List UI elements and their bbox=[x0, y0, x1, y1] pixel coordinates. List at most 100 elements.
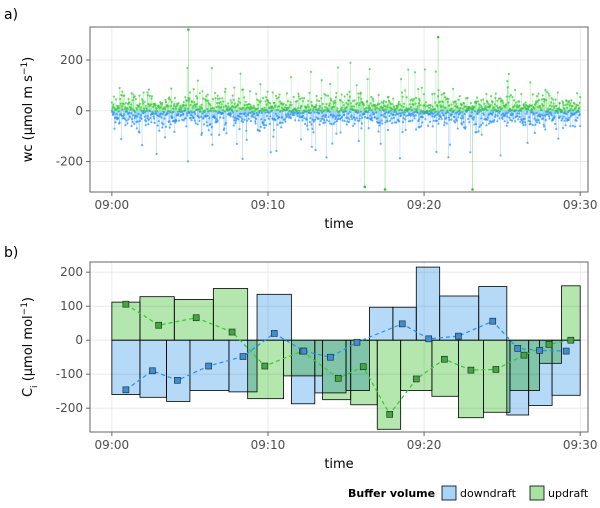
series-updraft-point bbox=[462, 102, 466, 105]
series-updraft-point bbox=[189, 110, 193, 113]
series-updraft-point bbox=[156, 110, 159, 113]
series-downdraft-point bbox=[454, 121, 457, 124]
series-updraft-point bbox=[279, 100, 282, 103]
series-downdraft-point bbox=[153, 121, 156, 125]
series-updraft-point bbox=[531, 109, 534, 112]
series-downdraft-point bbox=[508, 116, 511, 119]
updraft-bar bbox=[400, 339, 433, 391]
series-downdraft-point bbox=[358, 117, 361, 120]
series-downdraft-point bbox=[397, 120, 401, 123]
series-downdraft-point bbox=[239, 116, 242, 119]
series-updraft-point bbox=[401, 95, 404, 98]
series-downdraft-point bbox=[360, 127, 363, 130]
series-downdraft-point bbox=[334, 116, 337, 119]
series-updraft-point bbox=[549, 107, 552, 111]
series-updraft-point bbox=[554, 111, 557, 115]
series-updraft-point bbox=[193, 101, 196, 104]
series-downdraft-point bbox=[506, 115, 509, 118]
series-downdraft-point bbox=[547, 115, 551, 118]
series-downdraft-point bbox=[487, 122, 491, 125]
series-downdraft-point bbox=[445, 122, 448, 125]
series-updraft-point bbox=[141, 99, 144, 102]
series-downdraft-point bbox=[245, 129, 248, 132]
series-downdraft-point bbox=[254, 122, 257, 125]
series-updraft-point bbox=[330, 99, 333, 102]
series-updraft-point bbox=[451, 87, 455, 90]
series-updraft-point bbox=[507, 72, 510, 76]
series-downdraft-point bbox=[121, 108, 124, 111]
series-updraft-point bbox=[216, 94, 219, 97]
series-downdraft-point bbox=[138, 131, 141, 134]
series-downdraft-point bbox=[189, 117, 192, 120]
series-downdraft-point bbox=[565, 112, 568, 116]
series-downdraft-point bbox=[358, 119, 361, 122]
updraft-point bbox=[545, 340, 553, 348]
series-downdraft-point bbox=[389, 109, 392, 112]
series-updraft-point bbox=[230, 101, 233, 104]
series-updraft-point bbox=[514, 109, 517, 112]
series-downdraft-point bbox=[148, 109, 151, 113]
series-updraft-point bbox=[428, 109, 431, 112]
series-downdraft-point bbox=[186, 114, 189, 117]
series-updraft-point bbox=[157, 104, 160, 107]
series-updraft-point bbox=[238, 101, 242, 104]
panel-a-y-axis-title: wc (μmol m s−1) bbox=[20, 57, 36, 163]
downdraft-point bbox=[205, 362, 212, 370]
series-updraft-point bbox=[263, 108, 267, 111]
series-downdraft-point bbox=[318, 123, 321, 126]
series-downdraft-point bbox=[193, 111, 196, 114]
series-downdraft-point bbox=[529, 122, 532, 126]
series-downdraft-point bbox=[376, 117, 379, 120]
series-downdraft-point bbox=[184, 117, 187, 120]
series-downdraft-point bbox=[234, 119, 237, 122]
series-updraft-point bbox=[292, 95, 295, 98]
series-downdraft-point bbox=[114, 121, 117, 124]
series-updraft-point bbox=[335, 109, 339, 112]
series-downdraft-point bbox=[392, 113, 395, 116]
series-updraft-point bbox=[515, 101, 518, 104]
series-downdraft-point bbox=[239, 112, 243, 115]
series-updraft-point bbox=[309, 108, 312, 111]
series-downdraft-point bbox=[136, 115, 139, 118]
series-updraft-point bbox=[429, 104, 432, 107]
series-downdraft-point bbox=[213, 116, 217, 119]
series-updraft-point bbox=[441, 105, 444, 108]
series-updraft-point bbox=[252, 106, 256, 109]
series-updraft-point bbox=[170, 87, 173, 90]
a-x-tick-label: 09:00 bbox=[95, 198, 130, 212]
series-downdraft-point bbox=[274, 118, 277, 122]
series-downdraft-point bbox=[494, 115, 497, 118]
panel-a: a) 200 0 -200 09:00 09:10 09:20 09:30 time wc… bbox=[4, 7, 597, 232]
series-updraft-point bbox=[562, 104, 565, 107]
series-downdraft-point bbox=[289, 117, 293, 120]
series-updraft-point bbox=[290, 103, 293, 106]
series-downdraft-point bbox=[324, 114, 328, 117]
series-updraft-point bbox=[195, 102, 198, 106]
series-updraft-point bbox=[302, 97, 306, 100]
series-updraft-point bbox=[370, 108, 373, 112]
series-updraft-point bbox=[264, 96, 268, 99]
series-updraft-point bbox=[143, 107, 146, 110]
series-downdraft-point bbox=[252, 112, 256, 115]
series-updraft-point bbox=[177, 102, 180, 105]
series-downdraft-point bbox=[519, 120, 522, 124]
series-updraft-point bbox=[496, 99, 499, 102]
series-updraft-point bbox=[138, 94, 141, 97]
series-updraft-point bbox=[112, 95, 116, 98]
series-downdraft-point bbox=[164, 125, 168, 128]
series-downdraft-point bbox=[441, 109, 444, 112]
series-updraft-point bbox=[359, 91, 362, 94]
series-downdraft-point bbox=[296, 114, 299, 117]
series-downdraft-point bbox=[302, 117, 306, 120]
series-downdraft-point bbox=[447, 116, 451, 119]
series-updraft-point bbox=[456, 106, 459, 109]
series-downdraft-point bbox=[210, 126, 213, 129]
series-downdraft-point bbox=[396, 113, 399, 116]
series-updraft-point bbox=[182, 100, 185, 104]
series-downdraft-point bbox=[536, 114, 540, 118]
series-updraft-point bbox=[341, 106, 344, 109]
panel-b-y-axis-title-main: C bbox=[21, 388, 36, 397]
series-updraft-point bbox=[130, 92, 133, 95]
series-downdraft-point bbox=[310, 123, 313, 126]
series-downdraft-point bbox=[219, 116, 222, 119]
